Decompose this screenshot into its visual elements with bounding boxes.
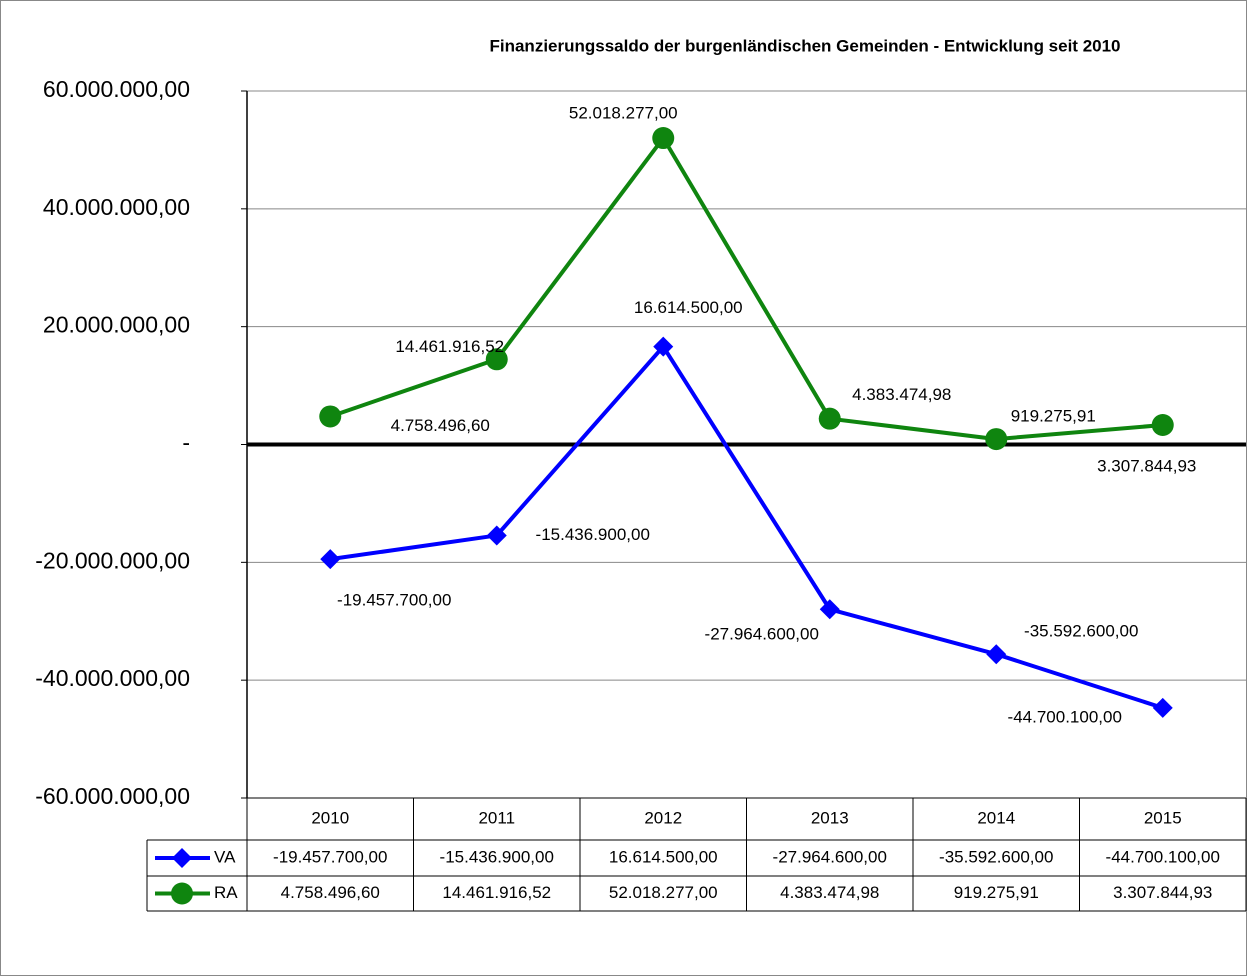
marker	[819, 599, 840, 620]
y-tick-label: 20.000.000,00	[43, 312, 190, 338]
legend-label: VA	[214, 847, 236, 866]
data-label: -35.592.600,00	[1024, 622, 1138, 641]
table-cell: 52.018.277,00	[609, 883, 718, 902]
y-tick-label: -40.000.000,00	[35, 665, 190, 691]
x-tick-label: 2011	[478, 808, 515, 827]
marker	[653, 336, 674, 357]
marker	[319, 405, 342, 428]
table-cell: 14.461.916,52	[442, 883, 551, 902]
x-tick-label: 2013	[811, 808, 849, 827]
data-label: -19.457.700,00	[337, 591, 451, 610]
marker	[485, 348, 508, 371]
data-label: 52.018.277,00	[569, 104, 678, 123]
data-label: 3.307.844,93	[1097, 456, 1196, 475]
marker	[818, 407, 841, 430]
x-tick-label: 2010	[311, 808, 349, 827]
y-tick-label: -20.000.000,00	[35, 547, 190, 573]
table-cell: 919.275,91	[954, 883, 1039, 902]
y-tick-label: -60.000.000,00	[35, 783, 190, 809]
y-tick-label: 40.000.000,00	[43, 194, 190, 220]
data-label: 4.758.496,60	[391, 416, 490, 435]
table-cell: -19.457.700,00	[273, 847, 387, 866]
x-tick-label: 2012	[644, 808, 682, 827]
marker	[320, 549, 341, 570]
marker	[1151, 414, 1174, 437]
marker	[172, 848, 192, 868]
table-cell: 16.614.500,00	[609, 847, 718, 866]
table-cell: 4.383.474,98	[780, 883, 879, 902]
marker	[985, 428, 1008, 451]
marker	[1152, 697, 1173, 718]
x-tick-label: 2014	[977, 808, 1015, 827]
chart-title: Finanzierungssaldo der burgenländischen …	[489, 36, 1120, 55]
marker	[986, 644, 1007, 665]
table-cell: 3.307.844,93	[1113, 883, 1212, 902]
data-label: 4.383.474,98	[852, 385, 951, 404]
x-tick-label: 2015	[1144, 808, 1182, 827]
table-cell: -44.700.100,00	[1106, 847, 1220, 866]
table-cell: 4.758.496,60	[281, 883, 380, 902]
table-cell: -35.592.600,00	[939, 847, 1053, 866]
marker	[486, 525, 507, 546]
table-cell: -27.964.600,00	[773, 847, 887, 866]
data-label: 14.461.916,52	[395, 337, 504, 356]
y-tick-label: 60.000.000,00	[43, 76, 190, 102]
y-tick-label: -	[182, 430, 190, 456]
series-line	[329, 344, 1164, 710]
data-label: 919.275,91	[1011, 407, 1096, 426]
data-label: -15.436.900,00	[536, 525, 650, 544]
marker	[171, 882, 193, 905]
table-cell: -15.436.900,00	[440, 847, 554, 866]
marker	[652, 127, 675, 150]
data-label: -44.700.100,00	[1008, 707, 1122, 726]
data-label: 16.614.500,00	[634, 298, 743, 317]
legend-label: RA	[214, 883, 238, 902]
data-label: -27.964.600,00	[705, 625, 819, 644]
series-line	[329, 136, 1163, 442]
